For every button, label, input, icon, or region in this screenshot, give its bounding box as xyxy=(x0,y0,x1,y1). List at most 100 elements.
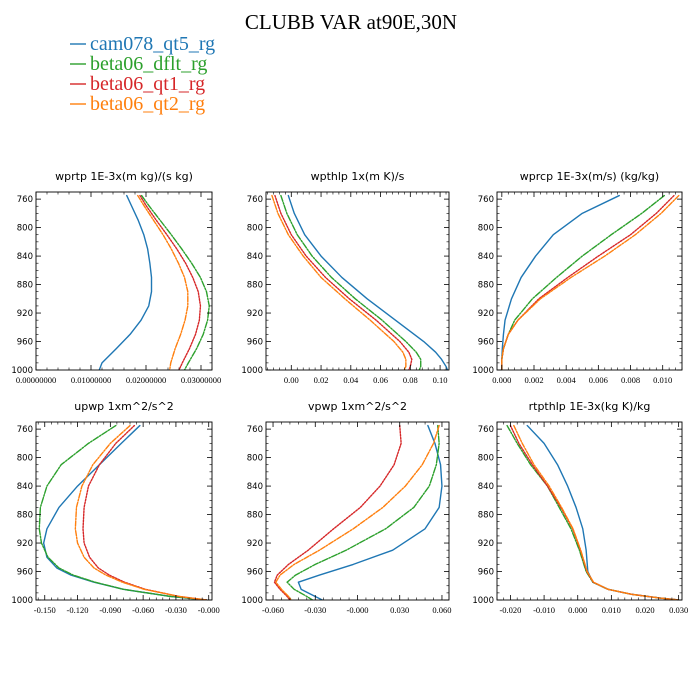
x-tick-label: 0.08 xyxy=(403,375,418,385)
panel-frame xyxy=(496,191,683,371)
x-tick-label: 0.02000000 xyxy=(126,375,166,385)
series-line-beta06_qt1_rg xyxy=(501,194,675,370)
x-tick-label: 0.010 xyxy=(653,375,672,385)
series-group xyxy=(38,424,208,600)
series-group xyxy=(506,424,680,600)
y-tick-label: 880 xyxy=(247,281,263,291)
panel-2: wpthlp 1x(m K)/s 760 800 840 880 920 960 1000 0.… xyxy=(241,170,450,385)
series-line-cam078_qt5_rg xyxy=(501,194,620,370)
x-tick-label: 0.01000000 xyxy=(71,375,111,385)
y-tick-label: 800 xyxy=(247,224,263,234)
y-tick-label: 960 xyxy=(478,568,494,578)
series-line-beta06_qt2_rg xyxy=(271,194,407,370)
x-tick-label: 0.10 xyxy=(433,375,448,385)
x-tick-label: -0.010 xyxy=(533,605,555,615)
series-line-beta06_qt2_rg xyxy=(275,424,440,600)
x-tick-label: -0.060 xyxy=(132,605,154,615)
y-tick-label: 800 xyxy=(17,224,33,234)
y-tick-label: 1000 xyxy=(11,366,33,376)
y-tick-label: 1000 xyxy=(241,596,263,606)
x-tick-label: 0.010 xyxy=(602,605,621,615)
series-line-cam078_qt5_rg xyxy=(526,424,680,600)
y-tick-label: 960 xyxy=(247,568,263,578)
y-tick-label: 840 xyxy=(17,482,33,492)
y-tick-label: 960 xyxy=(478,338,494,348)
series-group xyxy=(271,194,449,370)
series-group xyxy=(98,194,210,370)
y-tick-label: 800 xyxy=(478,454,494,464)
y-tick-label: 960 xyxy=(17,338,33,348)
y-tick-label: 880 xyxy=(17,511,33,521)
y-tick-label: 1000 xyxy=(472,596,494,606)
x-tick-label: -0.000 xyxy=(198,605,220,615)
y-tick-label: 840 xyxy=(247,252,263,262)
y-tick-label: 880 xyxy=(478,511,494,521)
y-tick-label: 760 xyxy=(17,195,33,205)
x-tick-label: 0.004 xyxy=(557,375,577,385)
y-tick-label: 760 xyxy=(247,425,263,435)
series-line-beta06_qt1_rg xyxy=(82,424,208,600)
series-line-beta06_dflt_rg xyxy=(140,194,210,370)
panel-6: rtpthlp 1E-3x(kg K)/kg 760 800 840 880 920 960… xyxy=(472,400,688,615)
panel-4: upwp 1xm^2/s^27608008408809209601000-0.1… xyxy=(11,400,219,615)
x-tick-label: 0.000 xyxy=(568,605,587,615)
figure-title: CLUBB VAR at90E,30N xyxy=(245,10,457,34)
x-tick-label: -0.090 xyxy=(99,605,121,615)
series-line-beta06_dflt_rg xyxy=(280,194,422,370)
series-line-beta06_qt2_rg xyxy=(74,424,208,600)
x-tick-label: 0.00000000 xyxy=(16,375,56,385)
y-tick-label: 760 xyxy=(17,425,33,435)
y-tick-label: 760 xyxy=(478,425,494,435)
x-tick-label: 0.030 xyxy=(390,605,409,615)
series-line-beta06_qt1_rg xyxy=(509,424,680,600)
panel-title: rtpthlp 1E-3x(kg K)/kg xyxy=(529,400,651,413)
x-tick-label: 0.030 xyxy=(669,605,688,615)
y-tick-label: 960 xyxy=(17,568,33,578)
x-tick-label: 0.060 xyxy=(432,605,451,615)
y-tick-label: 880 xyxy=(247,511,263,521)
chart-panels: wprtp 1E-3x(m kg)/(s kg) 760 800 840 880 920 9… xyxy=(11,170,688,615)
series-line-beta06_dflt_rg xyxy=(506,424,680,600)
legend-label-beta06_qt1_rg: beta06_qt1_rg xyxy=(90,73,205,95)
panel-title: wprcp 1E-3x(m/s) (kg/kg) xyxy=(520,170,659,183)
x-tick-label: -0.030 xyxy=(304,605,326,615)
series-group xyxy=(273,424,443,600)
series-line-cam078_qt5_rg xyxy=(297,424,443,600)
x-tick-label: 0.06 xyxy=(373,375,388,385)
y-tick-label: 880 xyxy=(478,281,494,291)
y-tick-label: 880 xyxy=(17,281,33,291)
x-tick-label: 0.006 xyxy=(589,375,608,385)
series-line-beta06_qt1_rg xyxy=(273,424,402,600)
x-tick-label: 0.00 xyxy=(284,375,299,385)
y-tick-label: 920 xyxy=(478,539,494,549)
y-tick-label: 920 xyxy=(247,539,263,549)
panel-frame xyxy=(35,421,213,601)
y-tick-label: 1000 xyxy=(11,596,33,606)
y-tick-label: 1000 xyxy=(472,366,494,376)
panel-5: vpwp 1xm^2/s^27608008408809209601000-0.0… xyxy=(241,400,451,615)
y-tick-label: 920 xyxy=(17,539,33,549)
y-tick-label: 960 xyxy=(247,338,263,348)
y-tick-label: 840 xyxy=(478,482,494,492)
x-tick-label: -0.120 xyxy=(67,605,89,615)
x-tick-label: 0.000 xyxy=(492,375,511,385)
panel-title: upwp 1xm^2/s^2 xyxy=(74,400,174,413)
series-line-beta06_dflt_rg xyxy=(38,424,208,600)
y-tick-label: 920 xyxy=(478,309,494,319)
series-line-cam078_qt5_rg xyxy=(98,194,153,370)
panel-frame xyxy=(265,191,450,371)
x-tick-label: -0.000 xyxy=(347,605,369,615)
x-tick-label: 0.008 xyxy=(621,375,640,385)
x-tick-label: 0.002 xyxy=(524,375,543,385)
x-tick-label: -0.150 xyxy=(34,605,56,615)
legend-label-beta06_qt2_rg: beta06_qt2_rg xyxy=(90,93,205,115)
legend-label-cam078_qt5_rg: cam078_qt5_rg xyxy=(90,33,215,55)
series-line-beta06_qt1_rg xyxy=(139,194,202,370)
y-tick-label: 800 xyxy=(17,454,33,464)
series-line-cam078_qt5_rg xyxy=(287,194,449,370)
x-tick-label: 0.020 xyxy=(635,605,654,615)
series-line-beta06_dflt_rg xyxy=(501,194,665,370)
x-tick-label: -0.060 xyxy=(262,605,284,615)
series-line-beta06_qt2_rg xyxy=(137,194,189,370)
